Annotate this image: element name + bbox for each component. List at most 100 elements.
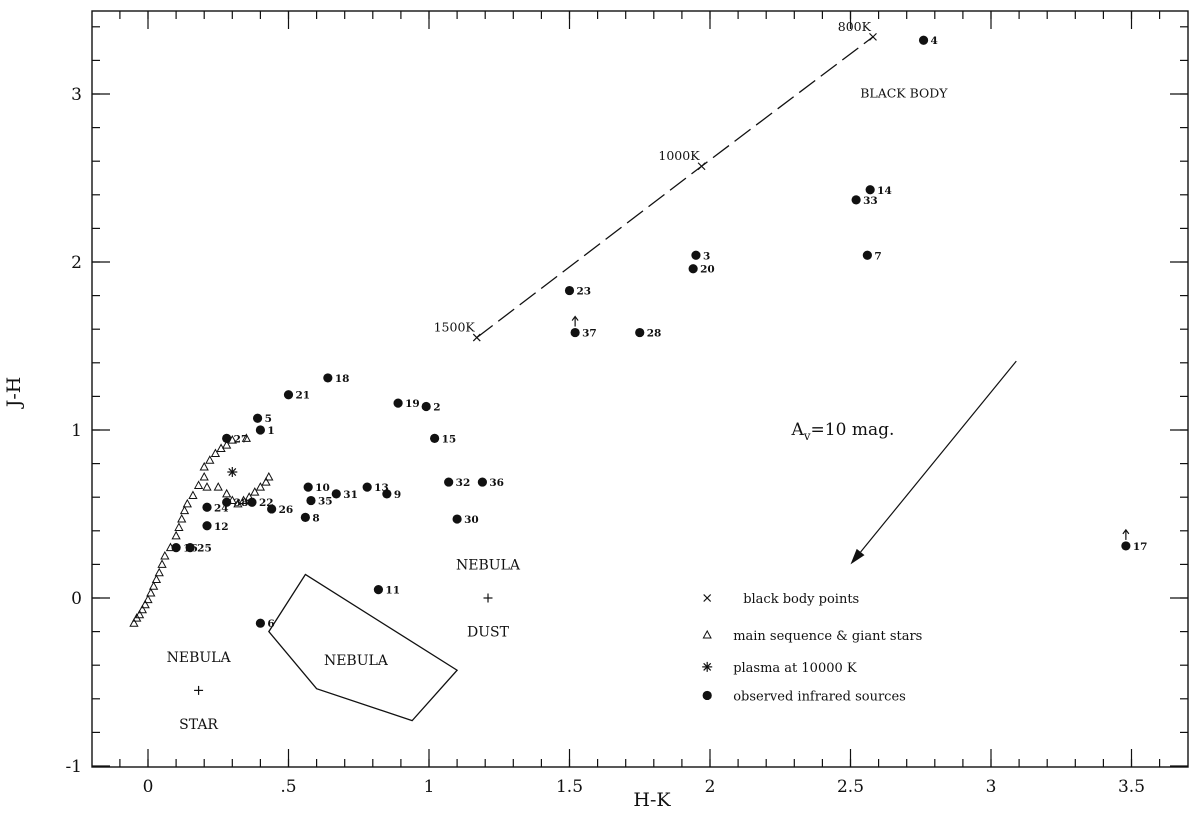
- main-sequence-point: [140, 599, 150, 609]
- main-sequence-point: [188, 490, 198, 500]
- black-body-point: [697, 162, 706, 171]
- observed-source-label: 10: [315, 482, 330, 494]
- legend-entry-label: observed infrared sources: [733, 689, 906, 704]
- observed-source-label: 38: [234, 497, 249, 509]
- reddening-arrow-head: [850, 548, 865, 565]
- x-tick-label: 3: [986, 777, 997, 797]
- region-labels: NEBULA STAR NEBULA DUST NEBULA: [167, 557, 521, 733]
- region-label: NEBULA: [456, 557, 521, 573]
- region-center-marker: [194, 685, 204, 695]
- observed-source: [247, 497, 257, 507]
- region-center-marker: [483, 593, 493, 603]
- black-body-curve: [476, 36, 874, 339]
- lower-limit-arrow: [1122, 528, 1130, 540]
- observed-source-label: 35: [318, 496, 333, 508]
- observed-source-label: 21: [296, 390, 311, 402]
- legend-triangle-icon: [702, 629, 712, 639]
- main-sequence-point: [177, 513, 187, 523]
- main-sequence-point: [160, 550, 170, 560]
- black-body-temp-label: 800K: [838, 19, 872, 34]
- observed-source: [267, 504, 277, 514]
- observed-source-label: 23: [577, 286, 592, 298]
- y-tick-label: 1: [71, 421, 82, 441]
- observed-source: [393, 398, 403, 408]
- legend-dot-icon: [702, 690, 712, 701]
- main-sequence-point: [202, 482, 212, 491]
- main-sequence-point: [137, 604, 148, 614]
- main-sequence-point: [154, 567, 164, 577]
- observed-source: [452, 514, 462, 524]
- observed-source: [691, 250, 701, 260]
- observed-source: [300, 512, 310, 522]
- observed-source: [202, 502, 212, 512]
- main-sequence-point: [213, 482, 223, 491]
- main-sequence-point: [261, 477, 271, 486]
- main-sequence-point: [255, 482, 266, 491]
- main-sequence-point: [143, 594, 153, 604]
- main-sequence-point: [171, 530, 181, 540]
- main-sequence-point: [182, 498, 192, 508]
- observed-source: [918, 35, 929, 45]
- observed-source-label: 17: [1133, 541, 1148, 553]
- main-sequence-point: [134, 609, 145, 619]
- observed-source: [252, 413, 263, 423]
- y-tick-label: -1: [65, 757, 82, 777]
- observed-source-label: 36: [489, 477, 504, 489]
- observed-source-label: 5: [265, 413, 272, 425]
- black-body-point: [472, 333, 481, 342]
- observed-source-label: 2: [433, 401, 440, 413]
- region-label: DUST: [467, 625, 510, 641]
- observed-source-label: 3: [703, 250, 710, 262]
- legend-entry-label: plasma at 10000 K: [733, 661, 857, 676]
- observed-source-label: 20: [700, 264, 715, 276]
- plasma-point: [227, 467, 238, 477]
- main-sequence-point: [199, 461, 209, 471]
- observed-source: [851, 195, 861, 205]
- main-sequence-point: [264, 471, 274, 481]
- observed-source: [283, 390, 294, 400]
- observed-source-label: 4: [931, 35, 938, 47]
- legend-entry-label: main sequence & giant stars: [733, 629, 922, 644]
- observed-source-label: 33: [863, 195, 878, 207]
- axis-ticks: [92, 11, 1188, 767]
- observed-source-label: 25: [197, 543, 212, 555]
- plasma-points: [227, 467, 238, 477]
- observed-source: [1121, 541, 1131, 551]
- observed-source: [222, 433, 232, 443]
- observed-source: [382, 489, 392, 499]
- main-sequence-point: [199, 471, 209, 481]
- region-label: STAR: [179, 717, 218, 733]
- region-label: NEBULA: [167, 650, 232, 666]
- x-tick-label: 1: [424, 777, 435, 797]
- observed-sources: 1234567891011121314151617181920212223242…: [171, 35, 1148, 630]
- observed-source: [171, 543, 181, 553]
- main-sequence-point: [205, 455, 215, 464]
- observed-source: [185, 543, 195, 553]
- main-sequence-point: [146, 587, 156, 597]
- observed-source: [306, 495, 316, 506]
- observed-source-label: 37: [582, 328, 597, 340]
- x-axis-title: H-K: [633, 789, 671, 811]
- observed-source-label: 8: [312, 512, 319, 524]
- main-sequence-point: [222, 440, 232, 449]
- observed-source: [373, 585, 384, 595]
- black-body-temp-label: 1500K: [434, 320, 476, 335]
- legend-asterisk-icon: [702, 661, 713, 672]
- observed-source-label: 30: [464, 514, 479, 526]
- observed-source: [303, 482, 313, 492]
- observed-source-label: 1: [267, 425, 274, 437]
- x-tick-label: 0: [143, 777, 154, 797]
- main-sequence-point: [157, 559, 167, 568]
- x-tick-label: 2.5: [837, 777, 864, 797]
- observed-source: [688, 264, 698, 274]
- observed-source: [362, 482, 372, 492]
- observed-source-label: 19: [405, 398, 420, 410]
- main-sequence-point: [174, 522, 184, 531]
- observed-source: [255, 618, 265, 628]
- black-body-point: [869, 32, 877, 41]
- y-tick-label: 2: [71, 253, 82, 273]
- observed-source: [255, 425, 265, 435]
- y-axis-title: J-H: [3, 377, 25, 410]
- main-sequence-points: [129, 433, 274, 627]
